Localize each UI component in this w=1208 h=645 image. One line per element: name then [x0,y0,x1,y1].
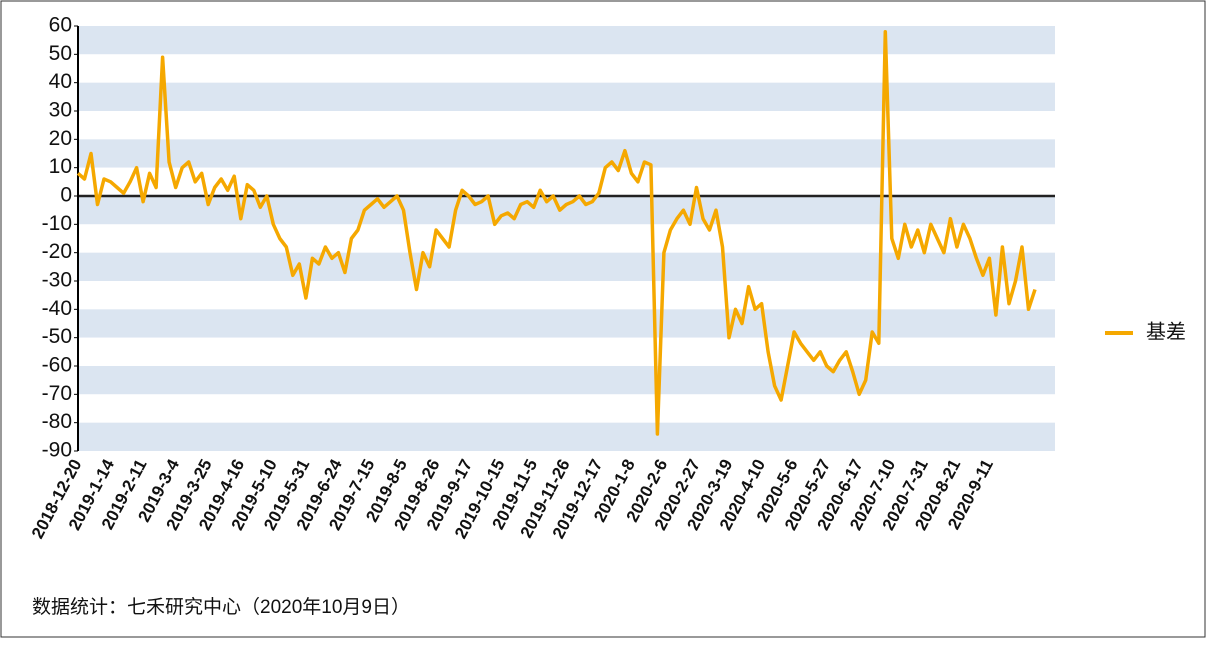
grid-band [78,111,1055,140]
y-tick-label: -40 [42,297,72,320]
y-tick-label: -90 [42,439,72,462]
grid-band [78,394,1055,423]
y-tick-label: 40 [49,70,72,93]
grid-band [78,281,1055,310]
grid-band [78,337,1055,366]
y-tick-label: 30 [49,99,72,122]
grid-band [78,139,1055,168]
y-tick-label: 0 [60,184,72,207]
data-line [76,29,1037,436]
grid-band [78,422,1055,451]
y-tick-label: 60 [49,14,72,37]
y-tick-label: -80 [42,410,72,433]
grid-band [78,54,1055,83]
y-tick-label: -50 [42,325,72,348]
source-note: 数据统计：七禾研究中心（2020年10月9日） [32,596,410,618]
y-tick-label: 50 [49,42,72,65]
grid-band [78,82,1055,111]
legend-label: 基差 [1146,320,1186,343]
y-tick-label: 20 [49,127,72,150]
y-tick-label: -60 [42,354,72,377]
y-tick-label: 10 [49,155,72,178]
grid-band [78,366,1055,395]
y-tick-label: -30 [42,269,72,292]
grid-band [78,26,1055,55]
grid-band [78,309,1055,338]
y-tick-label: -20 [42,240,72,263]
y-tick-label: -10 [42,212,72,235]
grid-band [78,196,1055,225]
grid-band [78,167,1055,196]
y-tick-label: -70 [42,382,72,405]
grid-band [78,252,1055,281]
